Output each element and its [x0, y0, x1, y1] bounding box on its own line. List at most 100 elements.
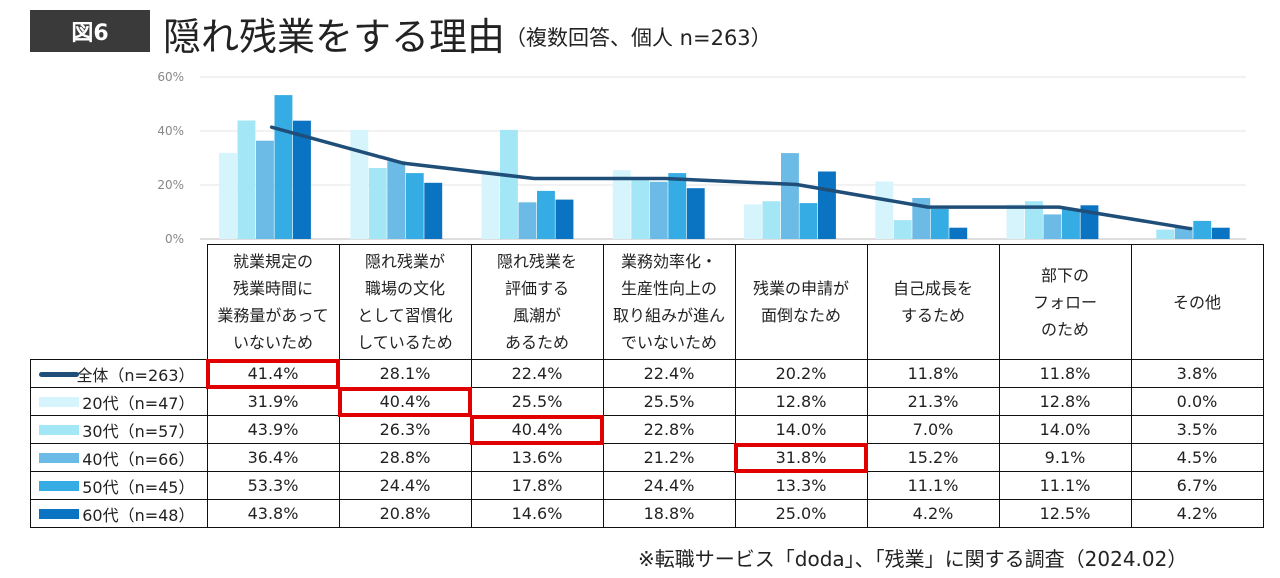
value-cell: 15.2% — [866, 443, 1000, 472]
value-cell: 28.8% — [338, 443, 472, 472]
value-cell: 12.8% — [734, 387, 868, 416]
bar — [818, 171, 836, 239]
value-cell: 25.5% — [470, 387, 604, 416]
bar — [368, 168, 387, 239]
table-row: 60代（n=48） 43.8% 20.8% 14.6% 18.8% 25.0% 4.2% 12… — [30, 499, 1264, 528]
value-cell: 31.8% — [734, 442, 868, 473]
series-label: 30代（n=57） — [30, 415, 208, 444]
bar — [1211, 227, 1230, 239]
legend-swatch — [39, 371, 79, 377]
value-cell: 41.4% — [206, 358, 340, 389]
bar-line-chart: 60% 40% 20% 0% — [157, 70, 1246, 246]
value-cell: 22.4% — [470, 359, 604, 388]
category-label: その他 — [1172, 292, 1221, 312]
value-cell: 4.5% — [1130, 443, 1264, 472]
value-cell: 9.1% — [998, 443, 1132, 472]
series-label: 20代（n=47） — [30, 387, 208, 416]
legend-swatch — [39, 452, 79, 463]
total-line — [269, 125, 1193, 231]
bar — [219, 152, 237, 239]
y-tick-label: 60% — [157, 70, 184, 84]
value-cell: 11.1% — [866, 471, 1000, 500]
bar — [893, 220, 912, 239]
value-cell: 18.8% — [602, 499, 736, 528]
category-label: 就業規定の 残業時間に 業務量があって いないため — [217, 252, 329, 352]
value-cell: 20.2% — [734, 359, 868, 388]
value-cell: 22.4% — [602, 359, 736, 388]
category-label: 自己成長を するため — [892, 279, 973, 325]
y-tick-label: 20% — [157, 178, 184, 192]
category-header-0: 就業規定の 残業時間に 業務量があって いないため — [206, 244, 340, 360]
legend-swatch — [39, 508, 79, 519]
category-label: 隠れ残業を 評価する 風潮が あるため — [496, 252, 577, 352]
bar — [256, 140, 274, 239]
bar — [875, 181, 894, 239]
category-label: 部下の フォロー のため — [1032, 265, 1097, 339]
bar — [274, 95, 293, 239]
value-cell: 43.8% — [206, 499, 340, 528]
value-cell: 21.3% — [866, 387, 1000, 416]
series-name: 全体（n=263） — [76, 365, 195, 385]
value-cell: 40.4% — [470, 414, 604, 445]
value-cell: 12.8% — [998, 387, 1132, 416]
value-cell: 21.2% — [602, 443, 736, 472]
bar — [1025, 201, 1043, 239]
bar — [1006, 204, 1025, 239]
value-cell: 24.4% — [602, 471, 736, 500]
value-cell: 3.8% — [1130, 359, 1264, 388]
value-cell: 26.3% — [338, 415, 472, 444]
series-label: 40代（n=66） — [30, 443, 208, 472]
value-cell: 31.9% — [206, 387, 340, 416]
bar — [649, 181, 668, 239]
bar — [612, 170, 631, 239]
total-line-series — [269, 125, 1193, 231]
category-header-1: 隠れ残業が 職場の文化 として習慣化 しているため — [338, 244, 472, 360]
legend-swatch — [39, 424, 79, 435]
value-cell: 22.8% — [602, 415, 736, 444]
footnote: ※転職サービス「doda」、「残業」に関する調査（2024.02） — [638, 547, 1188, 571]
bar — [405, 173, 424, 239]
chart-title: 隠れ残業をする理由 — [163, 15, 506, 59]
series-name: 40代（n=66） — [82, 449, 195, 469]
series-name: 60代（n=48） — [82, 505, 195, 525]
bar — [949, 227, 968, 239]
bar — [350, 129, 369, 239]
bar — [631, 177, 650, 239]
bar — [744, 204, 762, 239]
value-cell: 43.9% — [206, 415, 340, 444]
table-row: 50代（n=45） 53.3% 24.4% 17.8% 24.4% 13.3% 11.1% 1… — [30, 471, 1264, 500]
value-cell: 7.0% — [866, 415, 1000, 444]
value-cell: 24.4% — [338, 471, 472, 500]
value-cell: 4.2% — [866, 499, 1000, 528]
series-label: 60代（n=48） — [30, 499, 208, 528]
data-table: 就業規定の 残業時間に 業務量があって いないため 隠れ残業が 職場の文化 として… — [30, 244, 1264, 528]
category-header-6: 部下の フォロー のため — [998, 244, 1132, 360]
legend-swatch — [39, 396, 79, 407]
value-cell: 12.5% — [998, 499, 1132, 528]
bar — [1043, 214, 1062, 239]
value-cell: 11.8% — [866, 359, 1000, 388]
y-axis-ticks: 60% 40% 20% 0% — [157, 70, 184, 246]
legend-swatch — [39, 480, 79, 491]
bar — [500, 129, 518, 239]
bar — [1156, 229, 1175, 239]
category-header-7: その他 — [1130, 244, 1264, 360]
value-cell: 17.8% — [470, 471, 604, 500]
series-name: 20代（n=47） — [82, 393, 195, 413]
value-cell: 14.0% — [998, 415, 1132, 444]
value-cell: 11.1% — [998, 471, 1132, 500]
bar — [237, 120, 256, 239]
value-cell: 4.2% — [1130, 499, 1264, 528]
value-cell: 28.1% — [338, 359, 472, 388]
value-cell: 25.5% — [602, 387, 736, 416]
table-row: 20代（n=47） 31.9% 40.4% 25.5% 25.5% 12.8% 21.3% 1… — [30, 386, 1264, 417]
bar — [555, 199, 574, 239]
category-label: 残業の申請が 面倒なため — [752, 279, 849, 325]
bar — [1193, 220, 1212, 239]
series-name: 30代（n=57） — [82, 421, 195, 441]
y-tick-label: 40% — [157, 124, 184, 138]
value-cell: 14.6% — [470, 499, 604, 528]
bar — [762, 201, 781, 239]
value-cell: 36.4% — [206, 443, 340, 472]
y-tick-label: 0% — [165, 232, 184, 246]
